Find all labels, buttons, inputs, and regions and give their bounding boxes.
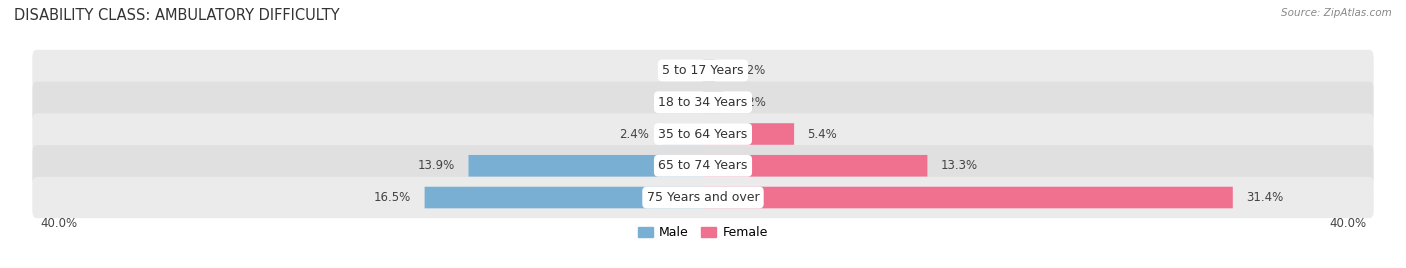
Text: 18 to 34 Years: 18 to 34 Years — [658, 96, 748, 109]
Text: 5 to 17 Years: 5 to 17 Years — [662, 64, 744, 77]
Text: 1.2%: 1.2% — [737, 96, 766, 109]
FancyBboxPatch shape — [703, 155, 928, 177]
FancyBboxPatch shape — [703, 187, 1233, 208]
FancyBboxPatch shape — [32, 81, 1374, 123]
Text: DISABILITY CLASS: AMBULATORY DIFFICULTY: DISABILITY CLASS: AMBULATORY DIFFICULTY — [14, 8, 340, 23]
Text: 0.0%: 0.0% — [659, 64, 689, 77]
Text: 13.9%: 13.9% — [418, 159, 456, 172]
Text: 0.0%: 0.0% — [659, 96, 689, 109]
FancyBboxPatch shape — [32, 145, 1374, 187]
Text: 5.4%: 5.4% — [807, 128, 838, 140]
Text: 13.3%: 13.3% — [941, 159, 979, 172]
Text: 65 to 74 Years: 65 to 74 Years — [658, 159, 748, 172]
Text: 40.0%: 40.0% — [39, 217, 77, 230]
FancyBboxPatch shape — [703, 60, 716, 81]
Text: 40.0%: 40.0% — [1329, 217, 1367, 230]
FancyBboxPatch shape — [703, 123, 794, 145]
FancyBboxPatch shape — [703, 91, 723, 113]
Text: 16.5%: 16.5% — [374, 191, 411, 204]
Text: 31.4%: 31.4% — [1246, 191, 1284, 204]
Text: 2.4%: 2.4% — [619, 128, 650, 140]
FancyBboxPatch shape — [425, 187, 703, 208]
FancyBboxPatch shape — [468, 155, 703, 177]
FancyBboxPatch shape — [32, 177, 1374, 218]
Text: Source: ZipAtlas.com: Source: ZipAtlas.com — [1281, 8, 1392, 18]
Text: 35 to 64 Years: 35 to 64 Years — [658, 128, 748, 140]
Legend: Male, Female: Male, Female — [633, 221, 773, 244]
FancyBboxPatch shape — [662, 123, 703, 145]
Text: 75 Years and over: 75 Years and over — [647, 191, 759, 204]
FancyBboxPatch shape — [32, 113, 1374, 155]
FancyBboxPatch shape — [32, 50, 1374, 91]
Text: 0.72%: 0.72% — [728, 64, 766, 77]
